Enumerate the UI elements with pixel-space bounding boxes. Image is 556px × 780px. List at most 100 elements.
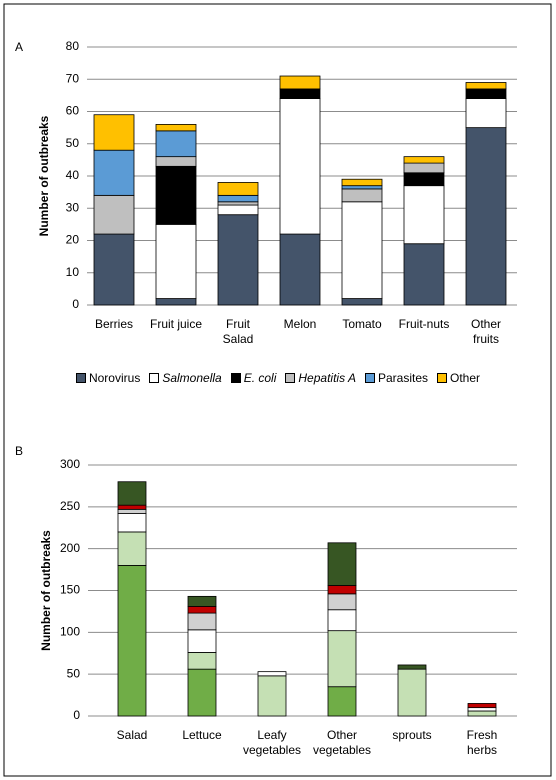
- bar-segment: [341, 185, 383, 190]
- bar-segment: [327, 686, 357, 717]
- bar-segment: [217, 194, 259, 203]
- bar-segment: [117, 481, 147, 506]
- bar-segment: [93, 194, 135, 235]
- bar-segment: [327, 585, 357, 595]
- bar-segment: [93, 233, 135, 306]
- y-tick-label: 250: [60, 499, 80, 513]
- bar-segment: [217, 214, 259, 306]
- y-tick-label: 0: [72, 297, 79, 311]
- x-tick-label: Berries: [94, 317, 134, 331]
- y-tick-label: 100: [60, 625, 80, 639]
- bar-segment: [187, 612, 217, 631]
- y-axis-title: Number of outbreaks: [37, 115, 51, 236]
- bar-segment: [341, 178, 383, 187]
- bar-segment: [117, 508, 147, 514]
- legend-label: Salmonella: [162, 371, 222, 385]
- bar-segment: [341, 298, 383, 306]
- x-tick-label: Fruit juice: [149, 317, 203, 331]
- bar-segment: [155, 156, 197, 167]
- bar-segment: [327, 609, 357, 632]
- bar-segment: [187, 595, 217, 607]
- x-tick-label: Other vegetables: [312, 728, 372, 757]
- y-tick-label: 10: [66, 265, 80, 279]
- legend-swatch: [285, 373, 296, 383]
- y-tick-label: 50: [66, 136, 80, 150]
- bar-segment: [403, 185, 445, 245]
- legend-label: E. coli: [243, 371, 277, 385]
- bar-segment: [467, 707, 497, 712]
- y-tick-label: 20: [66, 233, 80, 247]
- y-tick-label: 30: [66, 200, 80, 214]
- y-tick-label: 60: [66, 104, 80, 118]
- bar-segment: [117, 504, 147, 510]
- legend-item: Salmonella: [149, 371, 222, 385]
- bar-segment: [279, 233, 321, 306]
- x-tick-label: Fresh herbs: [466, 728, 498, 757]
- x-tick-label: Other fruits: [470, 317, 502, 346]
- bar-segment: [93, 114, 135, 151]
- bar-segment: [187, 629, 217, 653]
- bar-segment: [279, 98, 321, 235]
- x-tick-label: Salad: [116, 728, 148, 742]
- legend-item: Hepatitis A: [285, 371, 356, 385]
- bar-segment: [403, 172, 445, 187]
- bar-segment: [117, 565, 147, 717]
- legend-swatch: [149, 373, 160, 383]
- bar-segment: [93, 149, 135, 196]
- bar-segment: [467, 703, 497, 709]
- bar-segment: [257, 671, 287, 677]
- bar-segment: [465, 127, 507, 306]
- legend-label: Norovirus: [88, 371, 141, 385]
- x-tick-label: sprouts: [392, 728, 432, 742]
- bar-segment: [117, 531, 147, 566]
- bar-segment: [341, 201, 383, 299]
- y-tick-label: 50: [67, 666, 81, 680]
- x-tick-label: Fruit-nuts: [398, 317, 450, 331]
- bar-segment: [327, 593, 357, 611]
- y-tick-label: 150: [60, 583, 80, 597]
- bar-segment: [155, 165, 197, 225]
- bar-segment: [465, 88, 507, 100]
- legend-swatch: [75, 373, 86, 383]
- y-tick-label: 80: [66, 39, 80, 53]
- panel-label: B: [15, 444, 23, 458]
- y-axis-title: Number of outbreaks: [39, 530, 53, 651]
- legend-item: Parasites: [364, 371, 429, 385]
- bar-segment: [187, 652, 217, 670]
- bar-segment: [217, 201, 259, 206]
- bar-segment: [403, 162, 445, 174]
- legend-item: Other: [437, 371, 480, 385]
- y-tick-label: 200: [60, 541, 80, 555]
- x-tick-label: Melon: [283, 317, 317, 331]
- bar-segment: [465, 82, 507, 90]
- y-tick-label: 0: [73, 708, 80, 722]
- bar-segment: [465, 98, 507, 129]
- bar-segment: [327, 542, 357, 586]
- bar-segment: [155, 298, 197, 306]
- legend-label: Other: [450, 371, 481, 385]
- bar-segment: [155, 130, 197, 158]
- bar-segment: [397, 664, 427, 670]
- bar-segment: [341, 188, 383, 203]
- bar-segment: [155, 223, 197, 299]
- bar-segment: [403, 243, 445, 306]
- legend-swatch: [437, 373, 448, 383]
- x-tick-label: Leafy vegetables: [242, 728, 302, 757]
- legend-item: Norovirus: [75, 371, 141, 385]
- bar-segment: [187, 668, 217, 717]
- y-tick-label: 70: [66, 71, 80, 85]
- legend-label: Hepatitis A: [298, 371, 356, 385]
- legend-label: Parasites: [377, 371, 429, 385]
- y-tick-label: 40: [66, 168, 80, 182]
- panel-label: A: [15, 40, 23, 54]
- legend-item: E. coli: [230, 371, 277, 385]
- legend-swatch: [364, 373, 375, 383]
- bar-segment: [403, 156, 445, 164]
- bar-segment: [467, 710, 497, 717]
- x-tick-label: Lettuce: [182, 728, 222, 742]
- bar-segment: [327, 630, 357, 688]
- bar-segment: [397, 668, 427, 717]
- bar-segment: [155, 124, 197, 132]
